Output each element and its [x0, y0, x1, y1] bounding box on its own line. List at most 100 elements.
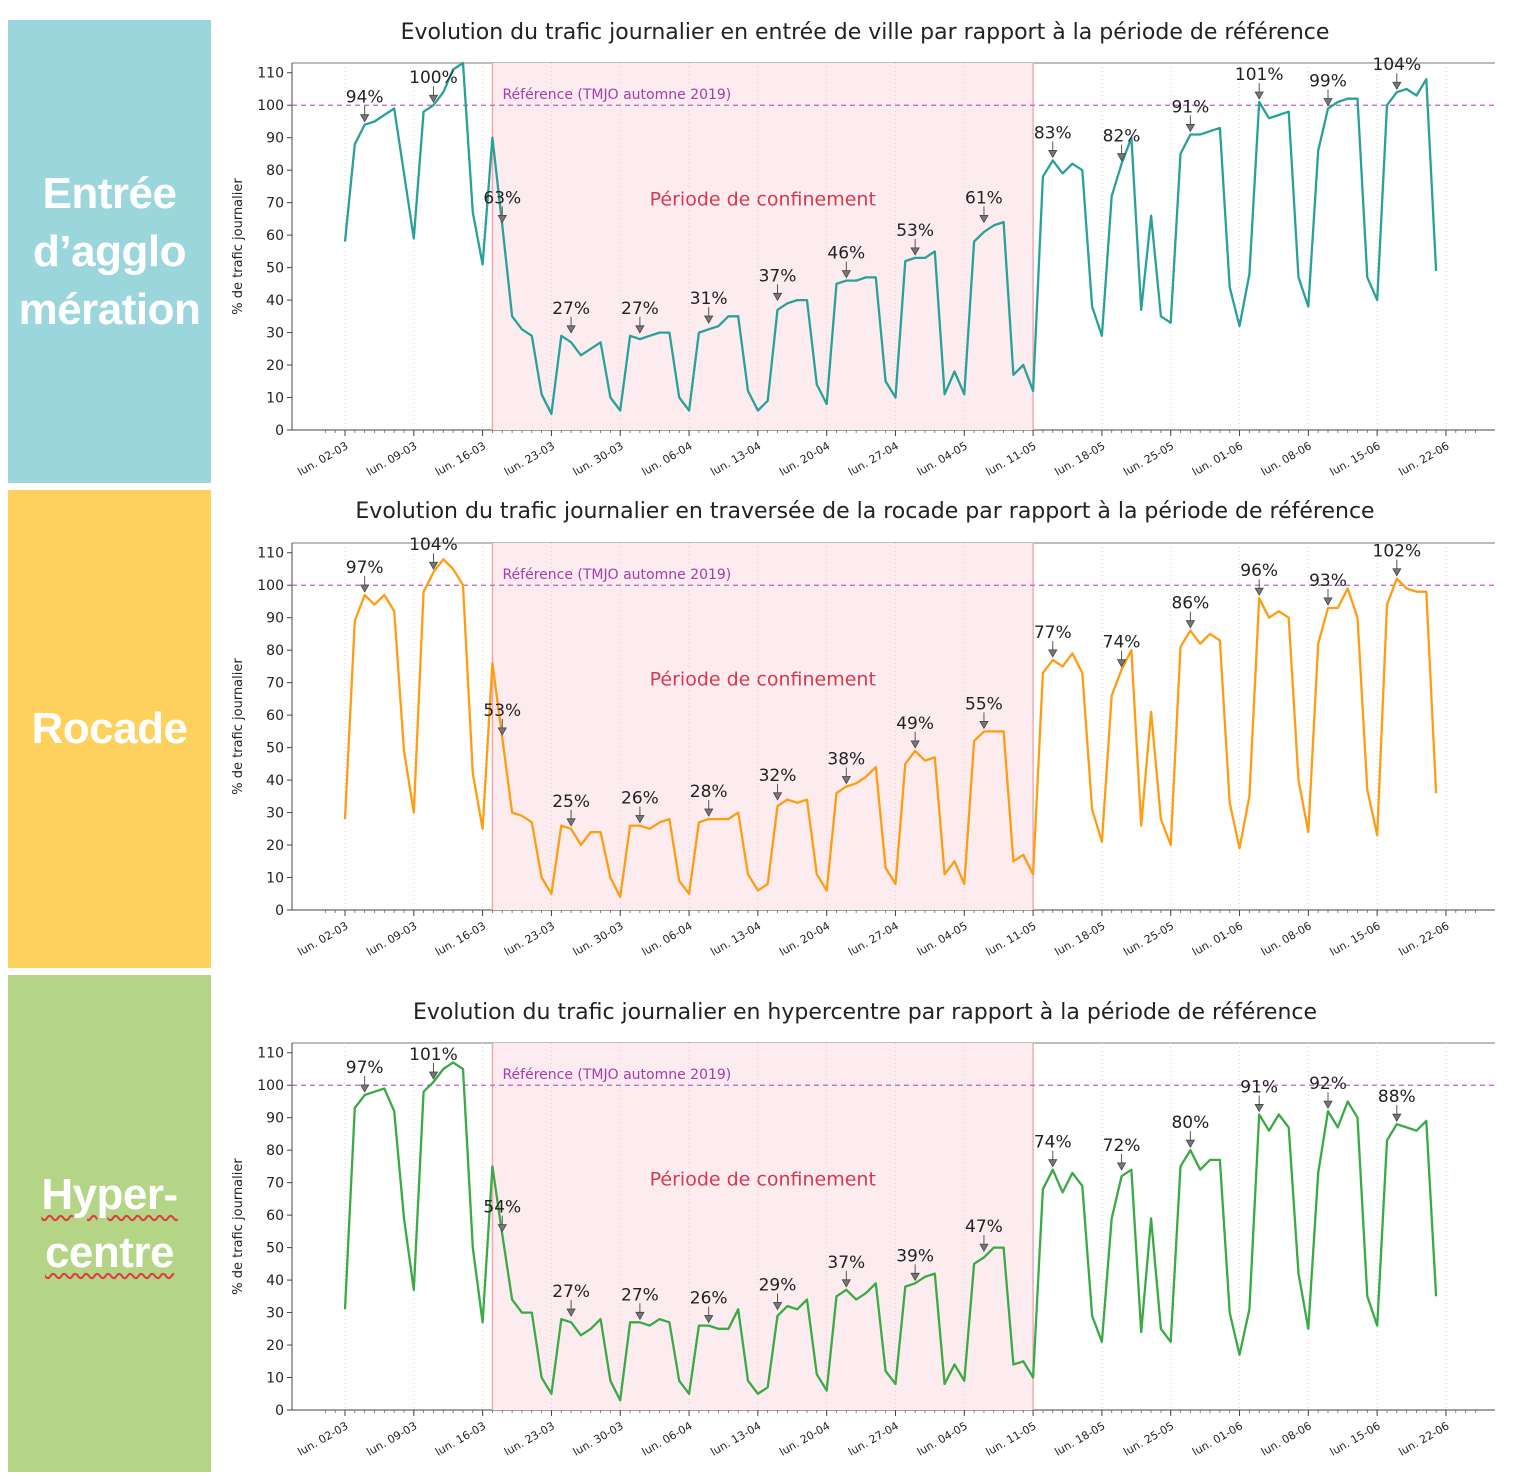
confinement-shade [492, 543, 1034, 910]
chart-title-entree: Evolution du trafic journalier en entrée… [400, 20, 1330, 45]
y-tick-label: 0 [275, 1403, 284, 1419]
annotation-arrowhead [1254, 91, 1264, 100]
annotation-label: 46% [827, 244, 865, 264]
x-tick-label: lun. 08-06 [1259, 1419, 1314, 1458]
side-label-line: Hyper- [41, 1169, 178, 1219]
annotation-label: 29% [759, 1276, 797, 1296]
annotation-arrowhead [910, 740, 920, 749]
annotation-label: 104% [1373, 55, 1422, 75]
annotation-arrowhead [910, 1272, 920, 1282]
y-tick-label: 110 [257, 66, 284, 82]
annotation-label: 99% [1309, 71, 1347, 91]
annotation-label: 72% [1103, 1136, 1141, 1156]
annotation-arrowhead [497, 1224, 507, 1233]
annotation-arrowhead [359, 1084, 370, 1093]
y-tick-label: 40 [266, 1273, 284, 1289]
y-tick-label: 0 [275, 423, 284, 439]
annotation-arrowhead [979, 720, 989, 730]
x-tick-label: lun. 01-06 [1190, 439, 1245, 478]
annotation-arrowhead [1116, 153, 1127, 162]
annotation-arrowhead [704, 808, 714, 817]
annotation-arrowhead [1185, 1139, 1196, 1148]
annotation-label: 27% [552, 299, 590, 319]
x-tick-label: lun. 11-05 [984, 919, 1039, 958]
reference-label: Référence (TMJO automne 2019) [502, 567, 731, 583]
annotation-arrowhead [566, 1308, 576, 1317]
x-tick-label: lun. 11-05 [984, 1419, 1039, 1458]
x-tick-label: lun. 13-04 [708, 1419, 763, 1458]
y-tick-label: 50 [266, 1241, 284, 1257]
confinement-label: Période de confinement [650, 189, 876, 211]
y-tick-label: 80 [266, 643, 284, 659]
annotation-arrowhead [772, 292, 783, 302]
annotation-label: 37% [827, 1253, 865, 1273]
x-tick-label: lun. 08-06 [1259, 439, 1314, 478]
annotation-arrowhead [704, 1315, 714, 1324]
confinement-label: Période de confinement [650, 1169, 876, 1191]
annotation-arrowhead [841, 1279, 852, 1288]
x-tick-label: lun. 25-05 [1121, 439, 1176, 478]
y-tick-label: 110 [257, 1046, 284, 1062]
x-tick-label: lun. 16-03 [433, 439, 488, 478]
annotation-arrowhead [1185, 620, 1196, 629]
y-tick-label: 60 [266, 708, 284, 724]
x-tick-label: lun. 18-05 [1052, 1419, 1107, 1458]
annotation-arrowhead [910, 247, 920, 256]
side-label-line: d’agglo [33, 226, 186, 276]
x-tick-label: lun. 06-04 [640, 919, 695, 958]
annotation-label: 80% [1171, 1113, 1209, 1133]
annotation-arrowhead [1048, 649, 1058, 658]
annotation-arrowhead [428, 561, 439, 571]
annotation-label: 37% [759, 266, 797, 286]
annotation-arrowhead [704, 315, 714, 324]
annotation-label: 38% [827, 750, 865, 770]
x-tick-label: lun. 13-04 [708, 919, 763, 958]
reference-label: Référence (TMJO automne 2019) [502, 87, 731, 103]
x-tick-label: lun. 18-05 [1052, 439, 1107, 478]
annotation-label: 88% [1378, 1087, 1416, 1107]
x-tick-label: lun. 01-06 [1190, 919, 1245, 958]
side-label-line: Rocade [31, 704, 188, 753]
annotation-arrowhead [497, 214, 507, 224]
annotation-label: 101% [409, 1045, 458, 1065]
annotation-label: 91% [1240, 1077, 1278, 1097]
annotation-arrowhead [635, 815, 645, 824]
side-label-line: Entrée [42, 168, 177, 218]
x-tick-label: lun. 23-03 [502, 919, 557, 958]
annotation-label: 97% [346, 558, 384, 578]
x-tick-label: lun. 08-06 [1259, 919, 1314, 958]
annotation-arrowhead [359, 584, 370, 593]
annotation-label: 39% [896, 1246, 934, 1266]
annotation-arrowhead [1116, 1162, 1127, 1171]
y-tick-label: 70 [266, 1176, 284, 1192]
x-tick-label: lun. 20-04 [777, 439, 832, 478]
x-tick-label: lun. 09-03 [364, 919, 419, 958]
x-tick-label: lun. 15-06 [1328, 919, 1383, 958]
confinement-label: Période de confinement [650, 669, 876, 691]
x-tick-label: lun. 06-04 [640, 1419, 695, 1458]
annotation-label: 26% [690, 1289, 728, 1309]
annotation-arrowhead [979, 214, 989, 224]
annotation-arrowhead [772, 792, 783, 801]
x-tick-label: lun. 04-05 [915, 439, 970, 478]
x-tick-label: lun. 09-03 [364, 439, 419, 478]
y-tick-label: 10 [266, 391, 284, 407]
annotation-arrowhead [566, 325, 576, 334]
x-tick-label: lun. 06-04 [640, 439, 695, 478]
x-tick-label: lun. 15-06 [1328, 439, 1383, 478]
x-tick-label: lun. 22-06 [1396, 439, 1451, 478]
annotation-label: 49% [896, 714, 934, 734]
annotation-arrowhead [1323, 98, 1333, 107]
annotation-label: 27% [552, 1282, 590, 1302]
annotation-arrowhead [497, 727, 507, 736]
annotation-label: 77% [1034, 623, 1072, 643]
side-label-line: centre [44, 1227, 175, 1277]
annotation-label: 28% [690, 782, 728, 802]
x-tick-label: lun. 20-04 [777, 1419, 832, 1458]
annotation-label: 93% [1309, 571, 1347, 591]
annotation-arrowhead [1185, 124, 1196, 133]
x-tick-label: lun. 13-04 [708, 439, 763, 478]
annotation-arrowhead [1116, 659, 1127, 668]
y-tick-label: 60 [266, 1208, 284, 1224]
reference-label: Référence (TMJO automne 2019) [502, 1067, 731, 1083]
